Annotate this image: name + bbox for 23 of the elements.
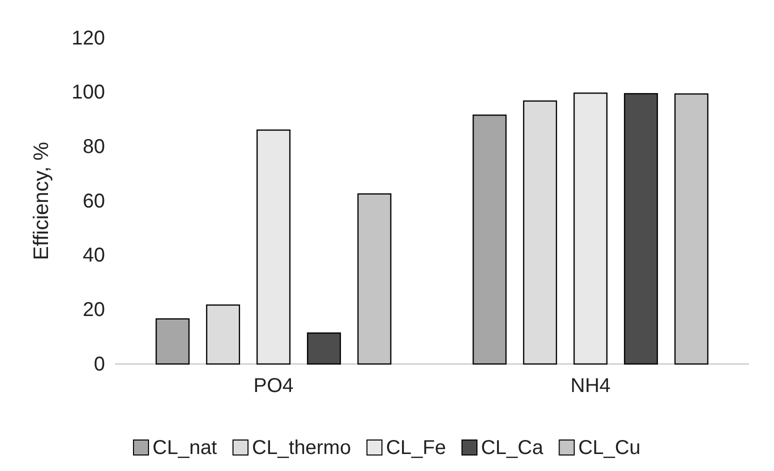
y-tick-label: 60 <box>82 190 105 212</box>
bar <box>523 100 558 365</box>
bar <box>256 129 290 365</box>
bar <box>624 93 658 365</box>
bar <box>306 332 341 365</box>
bar <box>574 92 608 365</box>
bar <box>206 304 240 365</box>
legend-label: CL_nat <box>152 437 218 459</box>
legend-label: CL_Fe <box>386 437 446 459</box>
y-tick-label: 40 <box>82 244 105 267</box>
y-tick-label: 80 <box>82 136 105 158</box>
y-tick-label: 0 <box>94 353 105 376</box>
y-tick-label: 20 <box>82 299 105 322</box>
y-tick-label: 100 <box>72 82 105 104</box>
legend-label: CL_Cu <box>578 437 640 459</box>
bar <box>156 318 190 365</box>
bar <box>472 114 507 365</box>
legend-label: CL_Ca <box>480 437 544 459</box>
y-axis-title: Efficiency, % <box>30 142 53 260</box>
x-tick-label: NH4 <box>570 375 611 398</box>
x-tick-label: PO4 <box>253 375 294 398</box>
legend-label: CL_thermo <box>252 437 351 459</box>
y-tick-label: 120 <box>72 27 105 50</box>
